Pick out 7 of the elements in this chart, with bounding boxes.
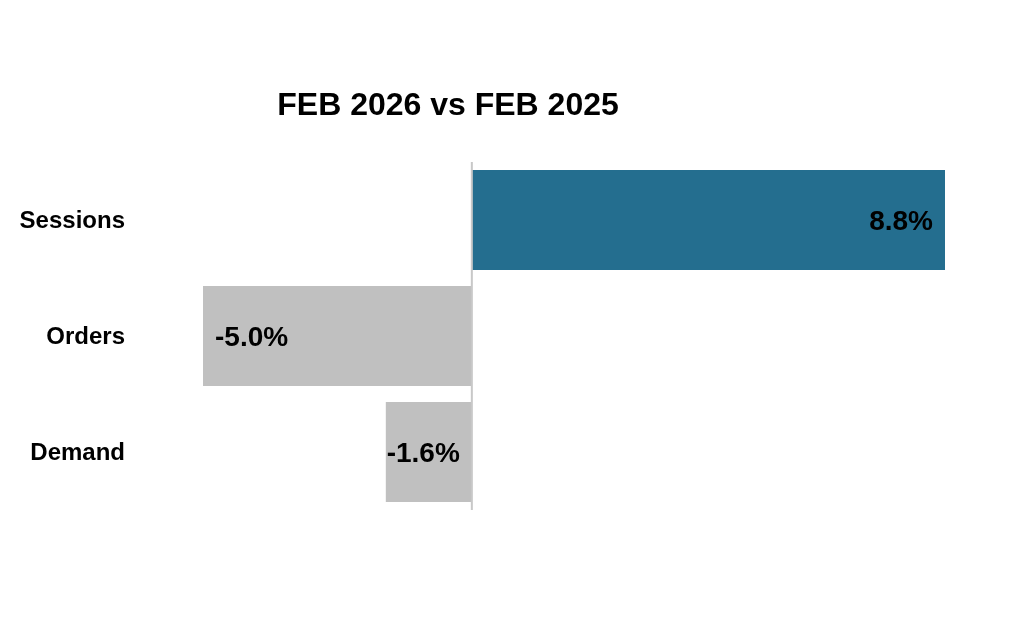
y-tick-label: Demand bbox=[30, 438, 125, 466]
y-tick-label: Orders bbox=[46, 322, 125, 350]
data-label: -5.0% bbox=[215, 320, 289, 352]
data-label: 8.8% bbox=[869, 204, 934, 236]
y-tick-label: Sessions bbox=[19, 206, 125, 234]
data-label: -1.6% bbox=[386, 436, 460, 468]
chart-title: FEB 2026 vs FEB 2025 bbox=[276, 86, 620, 123]
